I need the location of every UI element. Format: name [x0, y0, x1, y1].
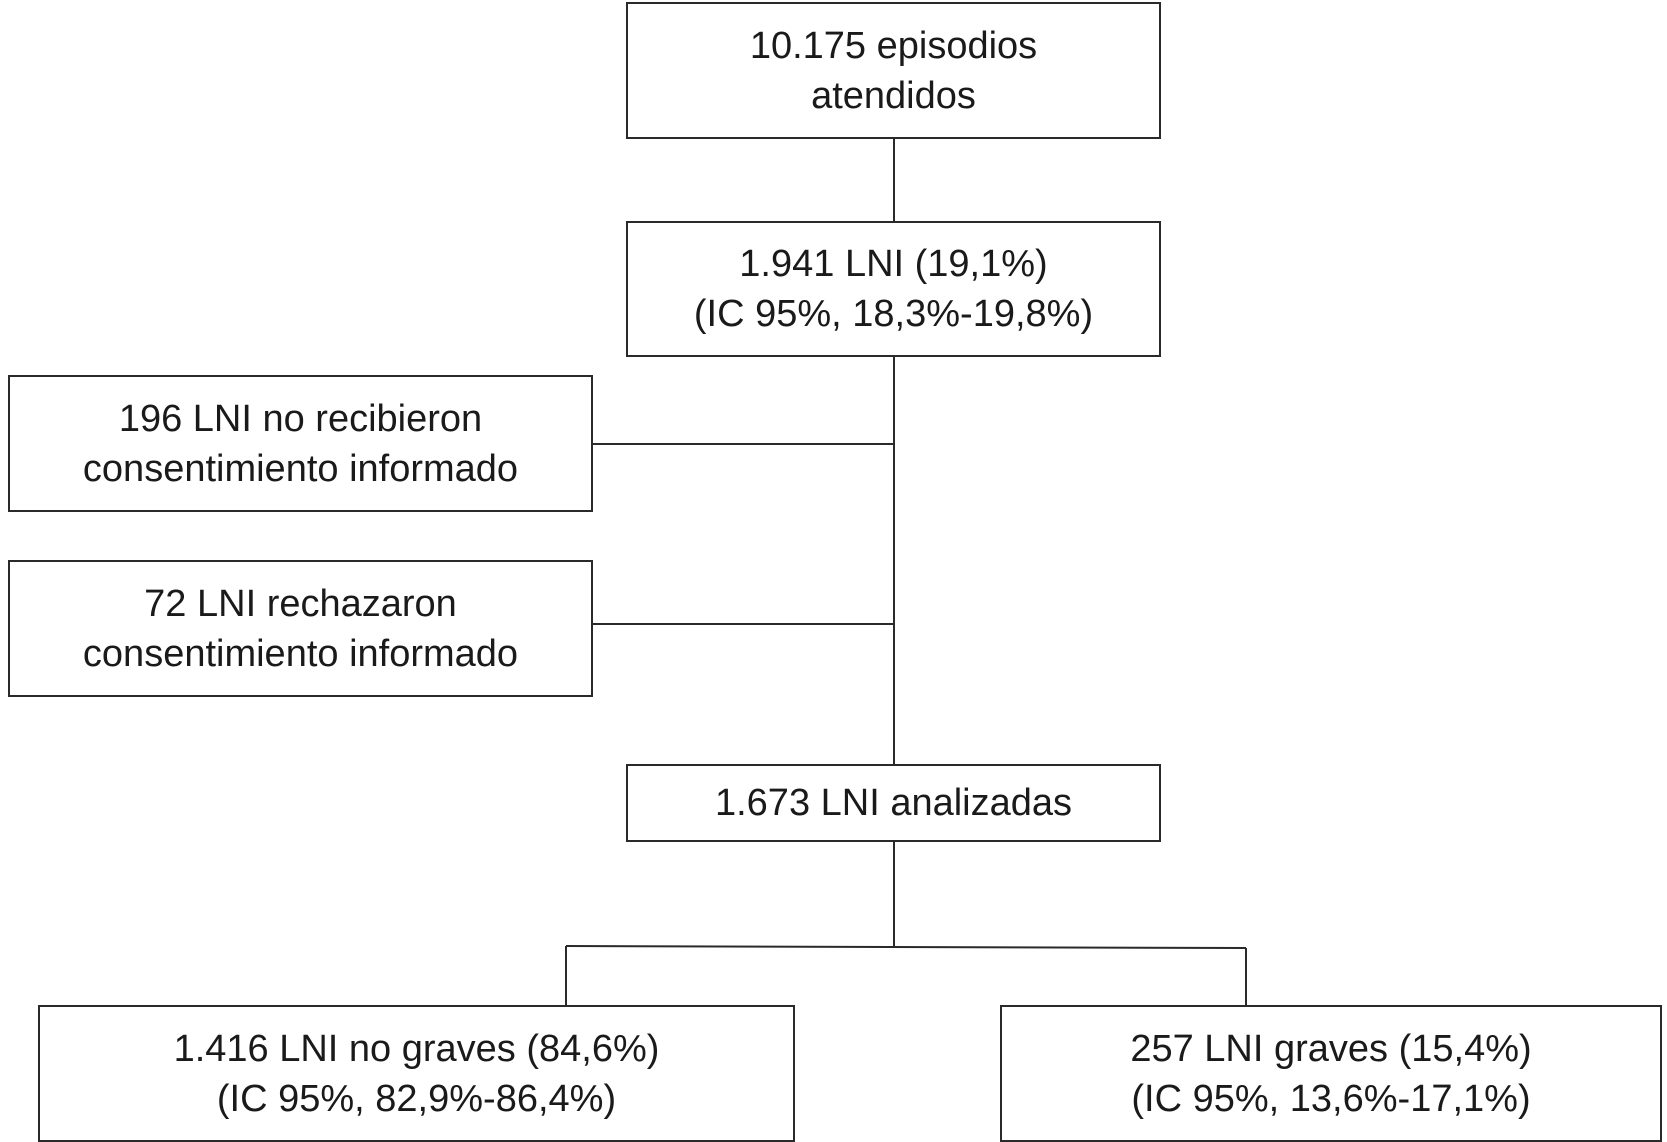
no-consent-line1: 196 LNI no recibieron [118, 397, 483, 440]
lni-line1: 1.941 LNI (19,1%) [739, 243, 1048, 285]
analyzed-box: 1.673 LNI analizadas [626, 764, 1161, 842]
non-severe-line1: 1.416 LNI no graves (84,6%) [173, 1027, 660, 1070]
no-consent-line2: consentimiento informado [82, 447, 519, 490]
total-episodes-box: 10.175 episodios atendidos [626, 2, 1161, 139]
rejected-consent-box: 72 LNI rechazaron consentimiento informa… [8, 560, 593, 697]
total-episodes-line2: atendidos [811, 74, 976, 117]
no-consent-box: 196 LNI no recibieron consentimiento inf… [8, 375, 593, 512]
lni-line2: (IC 95%, 18,3%-19,8%) [693, 293, 1094, 335]
rejected-consent-line1: 72 LNI rechazaron [144, 582, 457, 625]
total-episodes-line1: 10.175 episodios [749, 24, 1038, 67]
lni-box: 1.941 LNI (19,1%) (IC 95%, 18,3%-19,8%) [626, 221, 1161, 357]
connector-split-horizontal [565, 945, 1247, 949]
non-severe-box: 1.416 LNI no graves (84,6%) (IC 95%, 82,… [38, 1005, 795, 1142]
rejected-consent-line2: consentimiento informado [82, 632, 519, 675]
severe-line1: 257 LNI graves (15,4%) [1130, 1027, 1532, 1070]
severe-box: 257 LNI graves (15,4%) (IC 95%, 13,6%-17… [1000, 1005, 1662, 1142]
severe-line2: (IC 95%, 13,6%-17,1%) [1131, 1077, 1531, 1120]
non-severe-line2: (IC 95%, 82,9%-86,4%) [216, 1077, 617, 1120]
analyzed-line1: 1.673 LNI analizadas [714, 782, 1073, 824]
